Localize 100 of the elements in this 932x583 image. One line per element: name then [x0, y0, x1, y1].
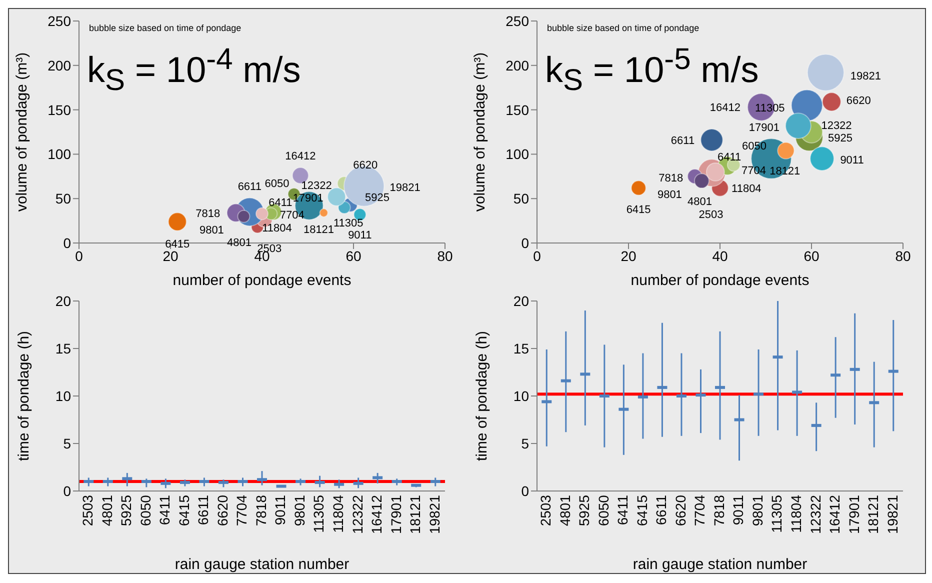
x-tick-label: 16412 [368, 494, 385, 534]
annotation: 11305 [333, 217, 364, 230]
y-tick-label: 50 [55, 190, 72, 207]
annotation: 11804 [262, 222, 292, 235]
y-axis-title: volume of pondage (m³) [471, 52, 488, 212]
y-tick-label: 50 [513, 190, 530, 207]
x-tick-label: 12322 [807, 494, 824, 534]
annotation: 4801 [688, 196, 712, 208]
x-tick-label: 6415 [176, 494, 192, 526]
x-tick-label: 16412 [826, 494, 843, 534]
x-tick-label: 6050 [595, 494, 612, 526]
y-axis-title: volume of pondage (m³) [13, 52, 30, 212]
x-tick-label: 11305 [768, 494, 785, 533]
y-tick-label: 10 [55, 388, 72, 404]
annotation: bubble size based on time of pondage [89, 23, 242, 33]
x-tick-label: 9801 [749, 494, 766, 526]
x-tick-label: 18121 [865, 494, 882, 534]
annotation: 9011 [840, 154, 864, 167]
x-tick-label: 17901 [846, 494, 862, 534]
y-tick-label: 100 [506, 146, 530, 162]
y-axis-title: time of pondage (h) [15, 330, 32, 462]
y-tick-label: 15 [55, 340, 72, 356]
annotation: 16412 [285, 150, 316, 163]
x-tick-label: 7818 [710, 494, 727, 526]
y-tick-label: 15 [513, 340, 530, 356]
x-tick-label: 19821 [884, 494, 900, 534]
annotation: 18121 [303, 224, 334, 236]
annotation: 11804 [732, 182, 762, 195]
y-tick-label: 5 [63, 435, 72, 452]
annotation: 6411 [268, 196, 292, 209]
annotation: 12322 [821, 120, 852, 132]
text: k$_{S}$ = 10$^{-5}$ m/s [545, 43, 759, 98]
x-tick-label: 6411 [614, 494, 631, 526]
x-axis-title: number of pondage events [630, 272, 810, 289]
x-tick-label: 2503 [80, 494, 96, 526]
x-tick-label: 7818 [252, 494, 269, 526]
x-tick-label: 9801 [291, 494, 308, 526]
y-tick-label: 200 [506, 57, 530, 74]
x-tick-label: 9011 [272, 494, 288, 526]
x-tick-label: 4801 [556, 494, 573, 526]
annotation: 7818 [658, 172, 684, 184]
y-tick-label: 5 [521, 435, 530, 452]
annotation: 16412 [710, 102, 740, 114]
annotation: 5925 [365, 192, 390, 204]
annotation: 19821 [390, 182, 420, 194]
y-tick-label: 20 [513, 292, 530, 309]
x-tick-label: 11804 [788, 494, 804, 533]
x-tick-label: 40 [712, 248, 728, 264]
annotation: 6411 [717, 152, 742, 164]
x-tick-label: 6411 [156, 494, 173, 526]
x-tick-label: 0 [75, 248, 84, 264]
x-tick-label: 7704 [234, 494, 250, 526]
x-tick-label: 6611 [653, 494, 670, 526]
y-tick-label: 0 [63, 482, 72, 499]
x-tick-label: 6415 [634, 494, 650, 526]
text: k$_{S}$ = 10$^{-4}$ m/s [87, 43, 301, 98]
y-tick-label: 250 [48, 12, 72, 29]
x-tick-label: 18121 [407, 494, 424, 534]
y-tick-label: 200 [48, 57, 72, 74]
x-tick-label: 60 [346, 248, 362, 264]
annotation: 4801 [227, 237, 252, 250]
x-tick-label: 80 [895, 248, 911, 264]
x-tick-label: 80 [437, 248, 453, 264]
x-tick-label: 9011 [730, 494, 746, 526]
annotation: 6620 [846, 94, 871, 107]
x-tick-label: 5925 [576, 494, 592, 526]
x-axis-title: rain gauge station number [632, 556, 808, 573]
annotation: 6415 [626, 204, 651, 216]
annotation: bubble size based on time of pondage [547, 23, 700, 33]
x-tick-label: 6050 [137, 494, 154, 526]
x-axis-title: number of pondage events [172, 272, 352, 289]
annotation: 5925 [828, 132, 852, 144]
x-tick-label: 6620 [672, 494, 688, 526]
annotation: 6611 [238, 180, 262, 193]
x-tick-label: 19821 [426, 494, 442, 534]
y-tick-label: 150 [506, 102, 530, 118]
annotation: 6611 [670, 134, 695, 147]
x-tick-label: 5925 [118, 494, 134, 526]
annotation: 2503 [698, 208, 724, 221]
y-axis-title: time of pondage (h) [473, 330, 490, 462]
y-tick-label: 100 [48, 146, 72, 162]
x-tick-label: 6611 [195, 494, 212, 526]
x-tick-label: 60 [804, 248, 820, 264]
x-tick-label: 6620 [214, 494, 230, 526]
y-tick-label: 150 [48, 102, 72, 118]
x-axis-title: rain gauge station number [174, 556, 350, 573]
annotation: 6050 [264, 178, 290, 190]
y-tick-label: 0 [63, 234, 72, 251]
y-tick-label: 20 [55, 292, 72, 309]
x-tick-label: 11305 [310, 494, 327, 533]
x-tick-label: 17901 [388, 494, 404, 534]
x-tick-label: 4801 [98, 494, 115, 526]
annotation: 17901 [748, 122, 780, 134]
x-tick-label: 20 [620, 248, 636, 264]
x-tick-label: 0 [533, 248, 542, 264]
annotation: 12322 [301, 180, 332, 192]
annotation: 9011 [348, 230, 372, 242]
annotation: 7704 [280, 210, 304, 222]
y-tick-label: 0 [521, 482, 530, 499]
x-tick-label: 7704 [692, 494, 708, 526]
